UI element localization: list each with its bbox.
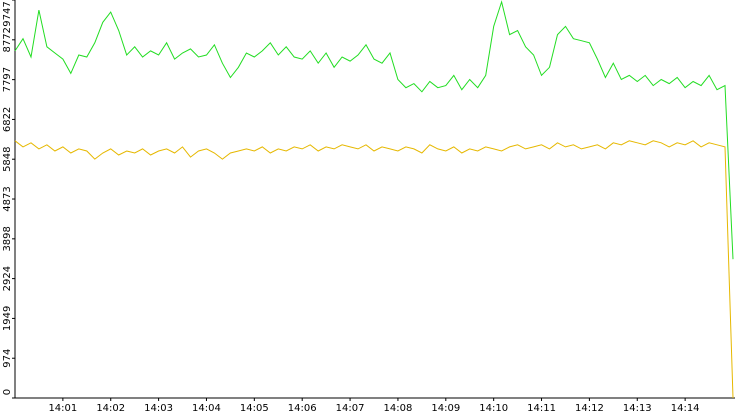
y-tick-label: 8772: [2, 27, 13, 52]
x-tick-label: 14:01: [48, 403, 77, 414]
x-tick-label: 14:09: [431, 403, 460, 414]
y-tick-label: 974: [2, 349, 13, 368]
y-tick-label: 4873: [2, 186, 13, 211]
y-tick-label: 6822: [2, 107, 13, 132]
y-tick-label: 3898: [2, 226, 13, 251]
y-tick-label: 7797: [2, 67, 13, 92]
x-tick-label: 14:05: [240, 403, 269, 414]
y-tick-label: 2924: [2, 266, 13, 291]
x-tick-label: 14:02: [96, 403, 125, 414]
x-tick-label: 14:04: [192, 403, 221, 414]
series-line: [14, 140, 734, 399]
x-tick-label: 14:07: [336, 403, 365, 414]
x-tick-label: 14:13: [623, 403, 652, 414]
x-tick-label: 14:14: [671, 403, 700, 414]
series-line: [14, 0, 734, 260]
x-tick-label: 14:12: [575, 403, 604, 414]
y-tick-label: 5848: [2, 146, 13, 171]
x-tick-label: 14:06: [288, 403, 317, 414]
x-tick-label: 14:03: [144, 403, 173, 414]
x-tick-label: 14:08: [384, 403, 413, 414]
y-tick-label: 0: [2, 389, 13, 395]
x-tick-label: 14:11: [527, 403, 556, 414]
y-tick-label: 1949: [2, 306, 13, 331]
x-tick-label: 14:10: [479, 403, 508, 414]
y-tick-label: 9747: [2, 1, 13, 26]
